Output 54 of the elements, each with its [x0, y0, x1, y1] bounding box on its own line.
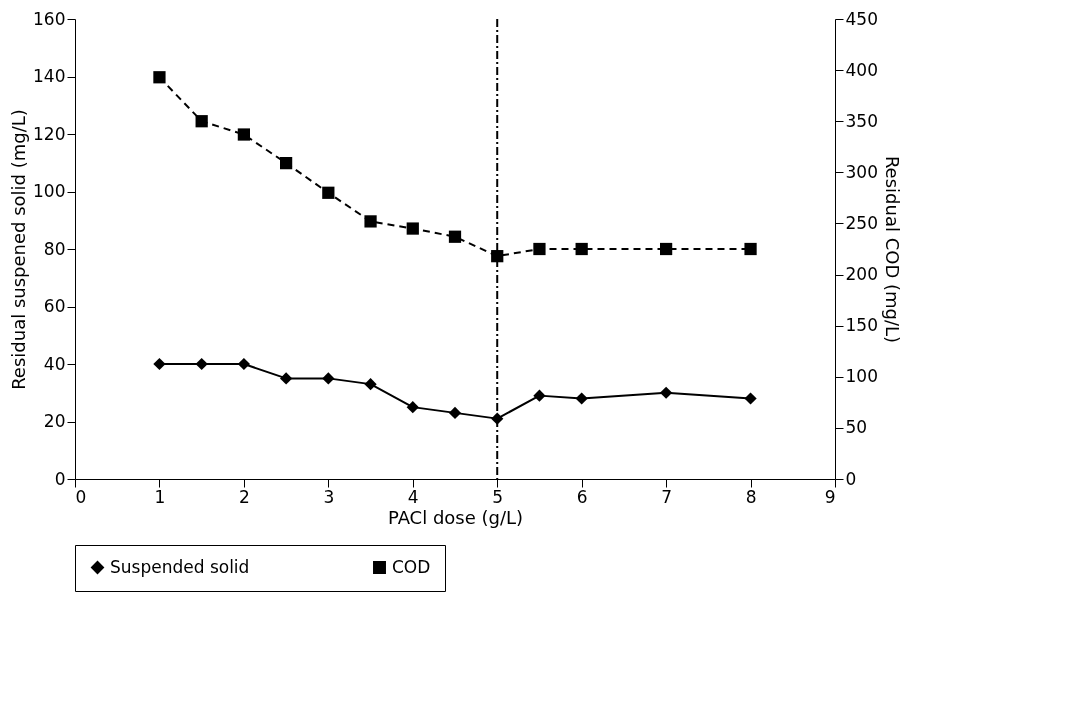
y-tick-label: 140: [33, 66, 66, 86]
y-tick-label: 100: [33, 181, 66, 201]
point: [575, 242, 588, 256]
point: [406, 401, 419, 414]
y2-tick-label: 300: [845, 161, 878, 182]
y-axis-title: Residual suspened solid (mg/L): [8, 109, 30, 390]
y-tick-label: 20: [43, 411, 66, 431]
y2-tick-label: 350: [845, 110, 878, 131]
point: [153, 357, 166, 371]
x-tick-label: 6: [576, 486, 588, 507]
y2-tick-label: 100: [845, 366, 878, 387]
y2-tick-label: 200: [845, 264, 878, 285]
point: [195, 115, 208, 128]
x-tick-label: 2: [238, 486, 250, 507]
point: [279, 157, 293, 170]
y2-tick-label: 50: [845, 417, 868, 438]
point: [533, 242, 546, 256]
y-tick-label: 120: [33, 123, 66, 144]
point: [237, 357, 251, 371]
y-tick-label: 60: [43, 296, 66, 316]
x-tick-label: 0: [75, 486, 87, 507]
y2-tick-label: 150: [845, 315, 878, 336]
point: [744, 242, 757, 256]
point: [448, 230, 462, 243]
x-tick-label: 8: [745, 486, 757, 507]
x-tick-label: 4: [407, 486, 419, 507]
y2-tick-label: 450: [845, 8, 878, 29]
y2-axis-title: Residual COD (mg/L): [881, 155, 903, 344]
point: [406, 222, 419, 235]
legend-label: Suspended solid: [110, 556, 250, 577]
point: [364, 378, 377, 391]
x-tick-label: 1: [154, 486, 166, 507]
y2-tick-label: 0: [845, 468, 857, 489]
y2-tick-label: 250: [845, 212, 878, 233]
y-tick-label: 40: [43, 353, 66, 374]
point: [659, 242, 673, 256]
point: [448, 406, 462, 419]
y-tick-label: 0: [54, 468, 66, 489]
y-tick-label: 80: [43, 238, 66, 259]
x-axis-title: PACl dose (g/L): [387, 506, 524, 528]
x-tick-label: 7: [661, 486, 673, 507]
x-tick-label: 3: [323, 486, 335, 507]
legend-label: COD: [392, 556, 431, 577]
x-tick-label: 9: [824, 486, 836, 507]
y-tick-label: 160: [33, 8, 66, 29]
point: [153, 71, 166, 84]
x-tick-label: 5: [492, 486, 504, 507]
point: [195, 357, 208, 371]
point: [491, 250, 504, 263]
y2-tick-label: 400: [845, 59, 878, 80]
point: [659, 386, 673, 399]
point: [279, 372, 293, 385]
point: [237, 128, 251, 141]
point: [322, 186, 335, 199]
